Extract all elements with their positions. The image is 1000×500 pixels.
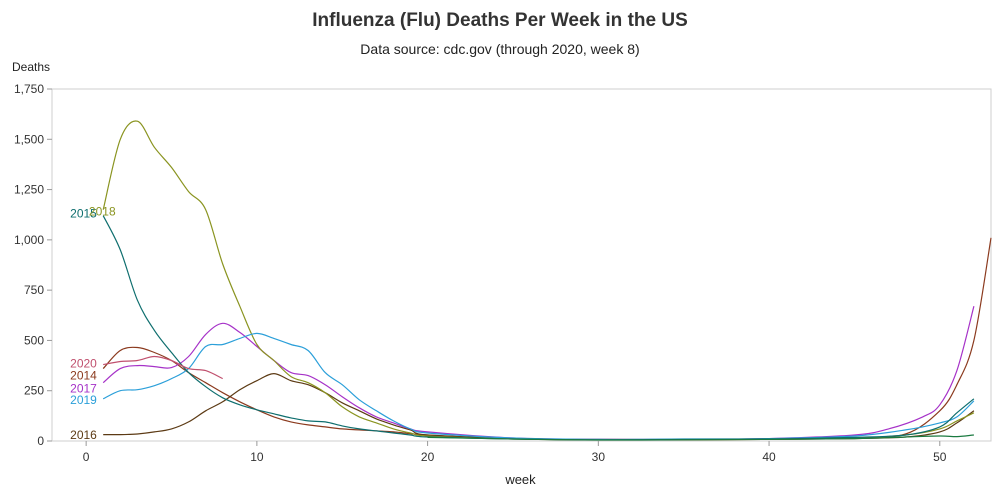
series-label-2018: 2018 — [89, 205, 116, 219]
series-label-2019: 2019 — [70, 393, 97, 407]
chart-title: Influenza (Flu) Deaths Per Week in the U… — [312, 10, 688, 31]
series-line-2017 — [102, 306, 975, 441]
x-tick-label: 10 — [250, 450, 264, 464]
series-line-2016 — [103, 372, 975, 441]
x-tick-label: 20 — [421, 450, 435, 464]
y-tick-label: 1,750 — [14, 82, 44, 96]
plot-area — [51, 88, 992, 442]
x-axis: 0 10 20 30 40 50 — [83, 441, 947, 464]
x-tick-label: 30 — [592, 450, 606, 464]
x-tick-label: 50 — [933, 450, 947, 464]
x-axis-label: week — [504, 472, 536, 487]
y-tick-label: 1,250 — [14, 183, 44, 197]
series-lines — [102, 120, 992, 441]
series-label-2017: 2017 — [70, 382, 97, 396]
y-axis: 0 250 500 750 1,000 1,250 1,500 1,750 — [14, 82, 52, 448]
y-axis-label: Deaths — [12, 60, 51, 74]
series-label-2016: 2016 — [70, 428, 97, 442]
x-tick-label: 40 — [762, 450, 776, 464]
y-tick-label: 1,000 — [14, 233, 44, 247]
series-label-2020: 2020 — [70, 357, 97, 371]
series-label-2015: 2015 — [70, 207, 97, 221]
y-tick-label: 0 — [37, 434, 44, 448]
y-tick-label: 250 — [24, 384, 44, 398]
series-line-2018 — [102, 120, 975, 441]
y-tick-label: 750 — [24, 283, 44, 297]
x-tick-label: 0 — [83, 450, 90, 464]
y-tick-label: 1,500 — [14, 132, 44, 146]
series-line-2014 — [102, 237, 992, 441]
series-line-2019 — [102, 332, 975, 441]
series-line-2020 — [103, 355, 223, 380]
y-tick-label: 500 — [24, 333, 44, 347]
chart-subtitle: Data source: cdc.gov (through 2020, week… — [360, 41, 640, 57]
series-label-2014: 2014 — [70, 369, 97, 383]
series-line-unlabeled — [427, 434, 974, 441]
